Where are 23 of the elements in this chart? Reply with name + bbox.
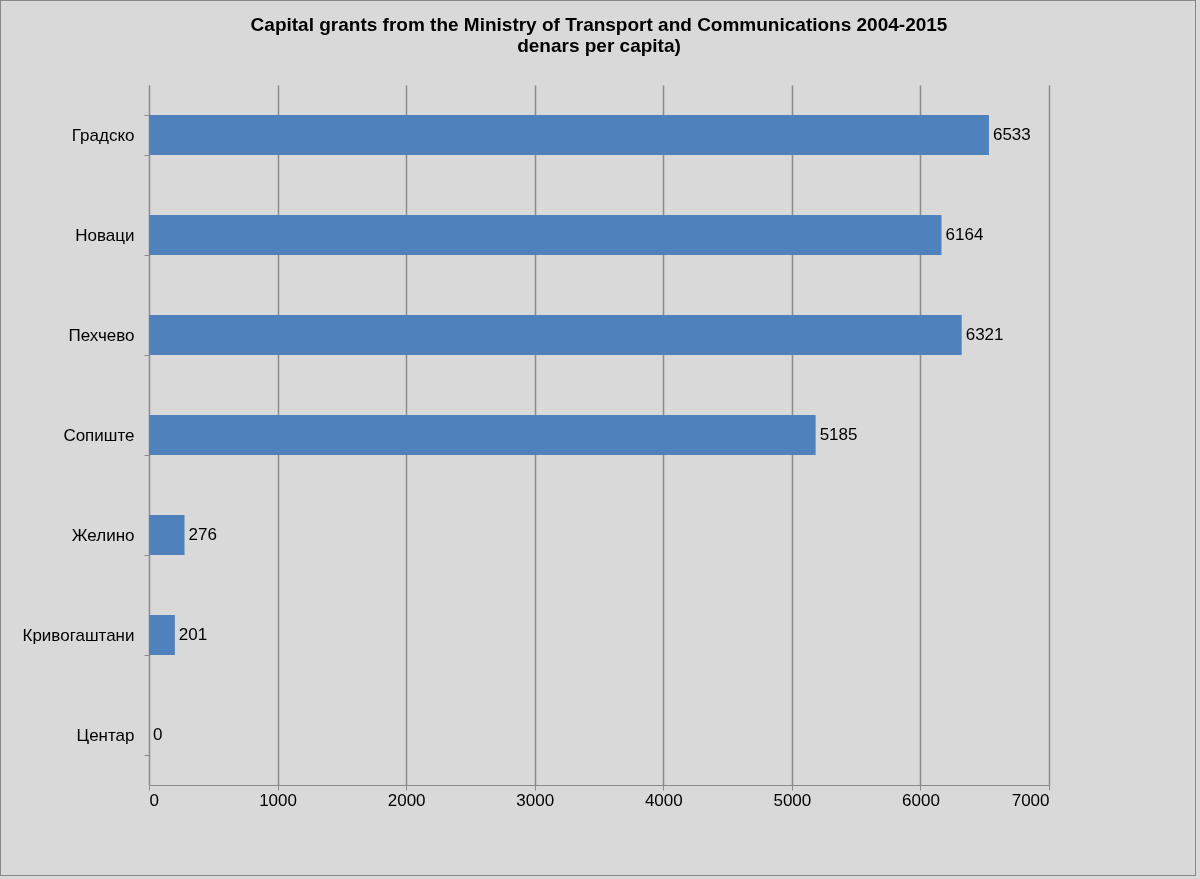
data-label: 276: [188, 525, 217, 544]
y-tick-label: Новаци: [75, 225, 135, 245]
data-label: 6164: [945, 225, 984, 244]
y-tick-label: Центар: [76, 725, 135, 745]
x-tick-label: 1000: [259, 790, 297, 810]
x-tick-label: 0: [149, 790, 159, 810]
x-tick-label: 6000: [902, 790, 940, 810]
x-tick-label: 4000: [644, 790, 683, 810]
y-tick-label: Кривогаштани: [22, 625, 135, 645]
data-label: 0: [153, 725, 163, 744]
x-tick-label: 2000: [387, 790, 426, 810]
x-tick-label: 3000: [516, 790, 555, 810]
y-tick-label: Пехчево: [68, 325, 135, 345]
data-label: 6321: [965, 325, 1004, 344]
data-label: 201: [178, 625, 208, 644]
chart-title: Capital grants from the Ministry of Transport and Communications 2004-2015 denars per capita): [250, 14, 948, 56]
data-label: 5185: [819, 425, 858, 444]
x-tick-label: 5000: [773, 790, 812, 810]
y-tick-label: Сопиште: [63, 425, 135, 445]
x-tick-label: 7000: [1011, 790, 1050, 810]
data-label: 6533: [992, 125, 1031, 144]
y-tick-label: Желино: [71, 525, 135, 545]
y-tick-label: Градско: [71, 125, 135, 145]
